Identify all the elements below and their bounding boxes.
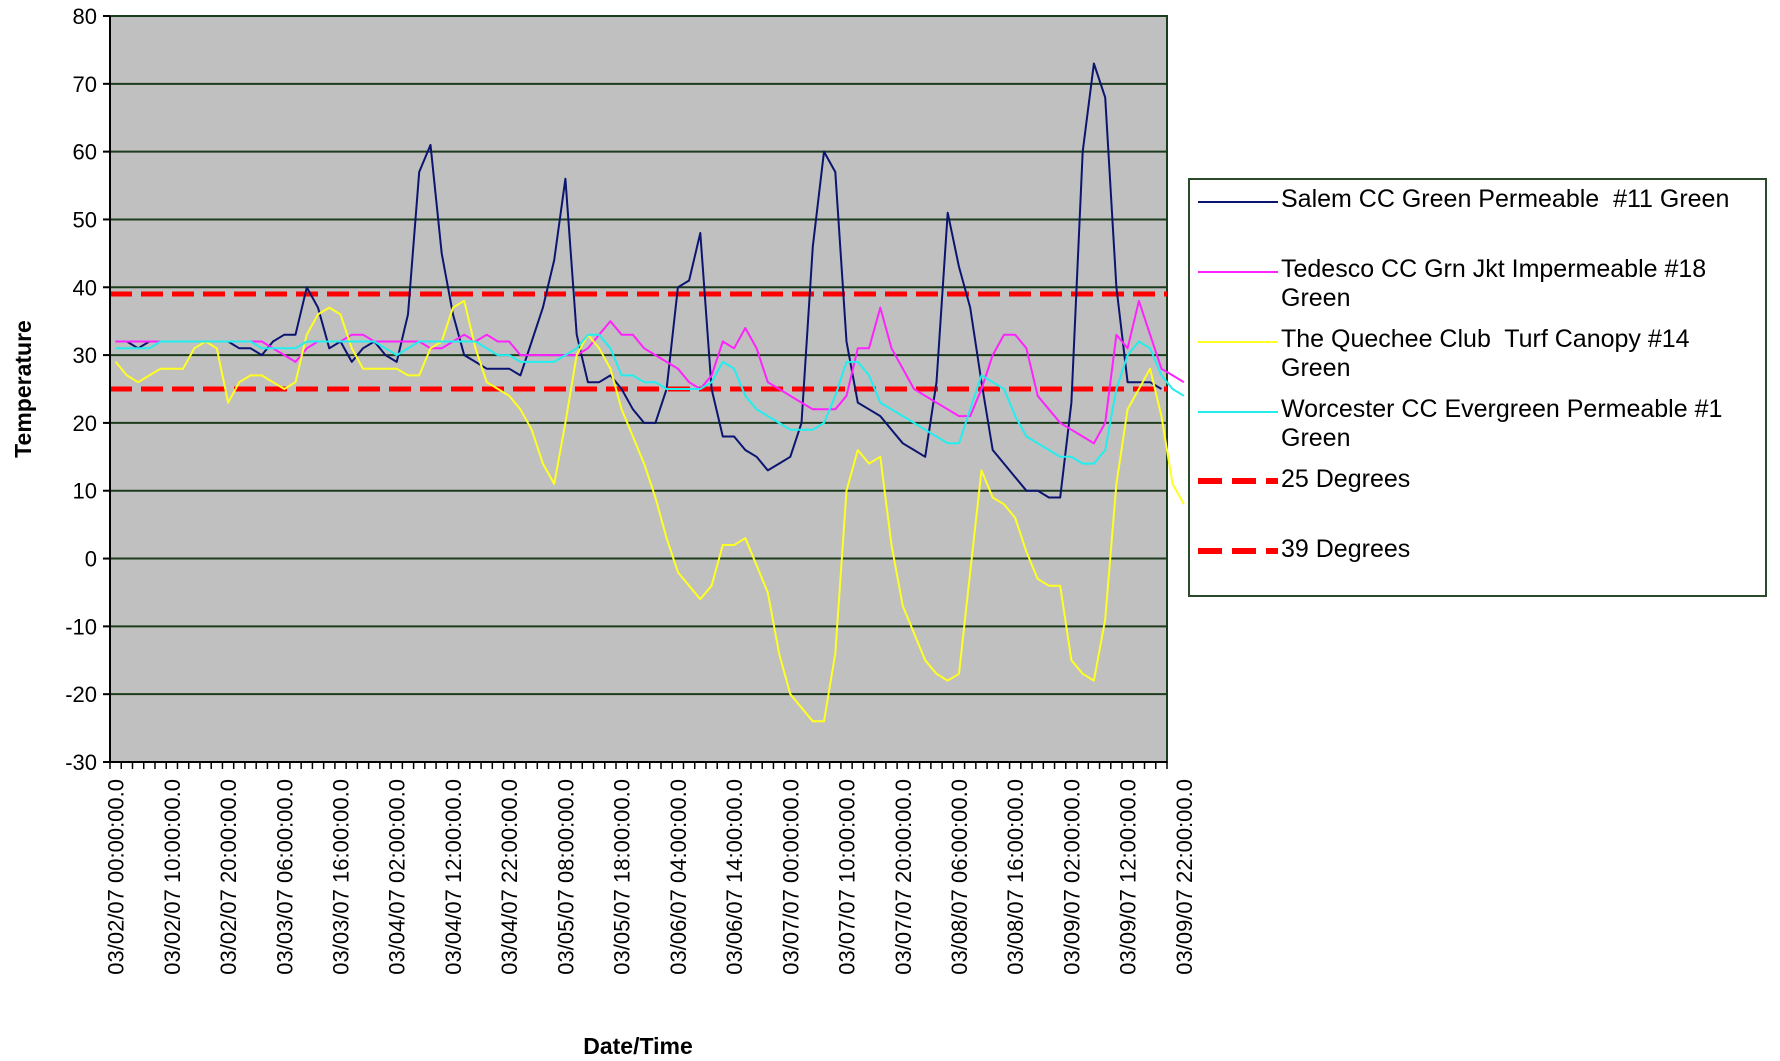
legend-label-quechee: The Quechee Club Turf Canopy #14 Green <box>1281 325 1697 382</box>
legend-swatch-salem <box>1198 201 1278 203</box>
x-tick-label: 03/08/07 06:00:00.0 <box>947 779 972 975</box>
legend-swatch-25-degrees <box>1198 478 1278 484</box>
x-tick-label: 03/09/07 22:00:00.0 <box>1172 779 1197 975</box>
legend: Salem CC Green Permeable #11 Green Tedes… <box>1188 178 1767 597</box>
legend-label-salem: Salem CC Green Permeable #11 Green <box>1281 185 1730 213</box>
x-tick-label: 03/09/07 02:00:00.0 <box>1059 779 1084 975</box>
x-tick-labels: 03/02/07 00:00:00.0 03/02/07 10:00:00.0 03… <box>104 779 1197 975</box>
x-tick-label: 03/02/07 10:00:00.0 <box>160 779 185 975</box>
x-tick-label: 03/05/07 08:00:00.0 <box>553 779 578 975</box>
y-tick-label: -20 <box>65 682 97 707</box>
legend-label-tedesco: Tedesco CC Grn Jkt Impermeable #18 Green <box>1281 255 1714 312</box>
axes <box>103 15 1168 769</box>
series-line-2 <box>114 299 1185 723</box>
y-tick-label: 30 <box>73 343 97 368</box>
x-tick-label: 03/08/07 16:00:00.0 <box>1003 779 1028 975</box>
x-tick-label: 03/05/07 18:00:00.0 <box>610 779 635 975</box>
legend-label-worcester: Worcester CC Evergreen Permeable #1 Gree… <box>1281 395 1730 452</box>
legend-swatch-39-degrees <box>1198 548 1278 554</box>
series-lines <box>114 62 1185 723</box>
y-tick-label: -10 <box>65 614 97 639</box>
x-tick-label: 03/07/07 00:00:00.0 <box>778 779 803 975</box>
x-axis-title: Date/Time <box>583 1033 693 1059</box>
series-line-1 <box>115 299 1185 445</box>
x-tick-label: 03/09/07 12:00:00.0 <box>1116 779 1141 975</box>
legend-swatch-quechee <box>1198 341 1278 343</box>
y-tick-label: 70 <box>73 72 97 97</box>
legend-label-25-degrees: 25 Degrees <box>1281 465 1411 493</box>
x-tick-label: 03/06/07 04:00:00.0 <box>666 779 691 975</box>
x-tick-label: 03/02/07 20:00:00.0 <box>216 779 241 975</box>
x-tick-label: 03/07/07 20:00:00.0 <box>891 779 916 975</box>
y-tick-label: 50 <box>73 207 97 232</box>
x-tick-label: 03/07/07 10:00:00.0 <box>835 779 860 975</box>
series-line-0 <box>115 62 1162 499</box>
y-tick-label: 0 <box>85 547 97 572</box>
legend-swatch-tedesco <box>1198 271 1278 273</box>
legend-swatch-worcester <box>1198 411 1278 413</box>
y-tick-label: 20 <box>73 411 97 436</box>
x-tick-label: 03/06/07 14:00:00.0 <box>722 779 747 975</box>
series-line-3 <box>115 333 1185 465</box>
x-tick-label: 03/04/07 02:00:00.0 <box>385 779 410 975</box>
y-tick-label: 10 <box>73 479 97 504</box>
y-axis-title: Temperature <box>10 320 36 458</box>
y-tick-label: 80 <box>73 4 97 29</box>
y-tick-labels: 80 70 60 50 40 30 20 10 0 -10 -20 -30 <box>65 4 97 775</box>
y-tick-label: 40 <box>73 275 97 300</box>
legend-label-39-degrees: 39 Degrees <box>1281 535 1411 563</box>
y-tick-label: -30 <box>65 750 97 775</box>
x-tick-label: 03/02/07 00:00:00.0 <box>104 779 129 975</box>
y-tick-label: 60 <box>73 140 97 165</box>
x-tick-label: 03/04/07 12:00:00.0 <box>441 779 466 975</box>
x-tick-label: 03/03/07 06:00:00.0 <box>272 779 297 975</box>
x-tick-label: 03/04/07 22:00:00.0 <box>497 779 522 975</box>
x-tick-label: 03/03/07 16:00:00.0 <box>329 779 354 975</box>
